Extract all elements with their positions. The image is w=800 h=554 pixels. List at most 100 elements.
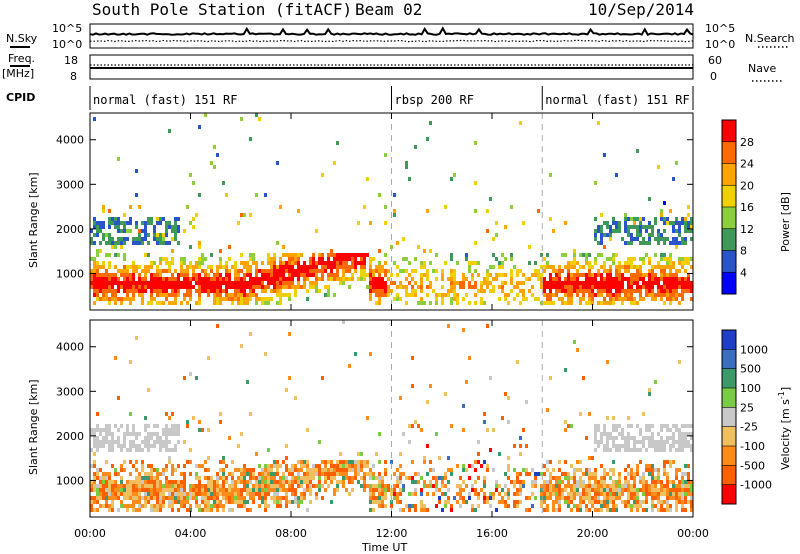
heatmap-cell xyxy=(228,472,231,476)
heatmap-cell xyxy=(393,213,396,217)
heatmap-cell xyxy=(513,468,516,472)
heatmap-cell xyxy=(156,221,159,225)
heatmap-cell xyxy=(159,472,162,476)
heatmap-cell xyxy=(357,460,360,464)
heatmap-cell xyxy=(183,500,186,504)
heatmap-cell xyxy=(93,233,96,237)
heatmap-cell xyxy=(153,484,156,488)
heatmap-cell xyxy=(690,492,693,496)
heatmap-cell xyxy=(321,273,324,277)
heatmap-cell xyxy=(186,285,189,289)
heatmap-cell xyxy=(279,484,282,488)
heatmap-cell xyxy=(264,285,267,289)
heatmap-cell xyxy=(612,261,615,265)
heatmap-cell xyxy=(597,225,600,229)
heatmap-cell xyxy=(168,432,171,436)
heatmap-cell xyxy=(249,508,252,512)
heatmap-cell xyxy=(99,241,102,245)
heatmap-cell xyxy=(153,261,156,265)
heatmap-cell xyxy=(189,245,192,249)
y-tick-label: 3000 xyxy=(56,385,84,398)
heatmap-cell xyxy=(198,285,201,289)
heatmap-cell xyxy=(174,492,177,496)
heatmap-cell xyxy=(684,277,687,281)
heatmap-cell xyxy=(408,424,411,428)
heatmap-cell xyxy=(225,492,228,496)
heatmap-cell xyxy=(687,488,690,492)
heatmap-cell xyxy=(651,281,654,285)
heatmap-cell xyxy=(570,273,573,277)
heatmap-cell xyxy=(558,289,561,293)
heatmap-cell xyxy=(117,428,120,432)
heatmap-cell xyxy=(351,261,354,265)
heatmap-cell xyxy=(363,476,366,480)
heatmap-cell xyxy=(528,289,531,293)
heatmap-cell xyxy=(210,285,213,289)
heatmap-cell xyxy=(321,468,324,472)
heatmap-cell xyxy=(516,476,519,480)
heatmap-cell xyxy=(477,440,480,444)
heatmap-cell xyxy=(243,277,246,281)
heatmap-cell xyxy=(378,432,381,436)
heatmap-cell xyxy=(624,289,627,293)
heatmap-cell xyxy=(618,225,621,229)
heatmap-cell xyxy=(207,265,210,269)
heatmap-cell xyxy=(111,297,114,301)
heatmap-cell xyxy=(561,285,564,289)
heatmap-cell xyxy=(426,492,429,496)
heatmap-cell xyxy=(210,508,213,512)
heatmap-cell xyxy=(546,265,549,269)
heatmap-cell xyxy=(216,500,219,504)
cpid-segment-label: normal (fast) 151 RF xyxy=(545,93,690,107)
heatmap-cell xyxy=(315,261,318,265)
heatmap-cell xyxy=(651,436,654,440)
heatmap-cell xyxy=(657,265,660,269)
heatmap-cell xyxy=(138,233,141,237)
heatmap-cell xyxy=(396,241,399,245)
heatmap-cell xyxy=(489,289,492,293)
heatmap-cell xyxy=(183,484,186,488)
heatmap-cell xyxy=(237,492,240,496)
heatmap-cell xyxy=(552,269,555,273)
heatmap-cell xyxy=(186,269,189,273)
heatmap-cell xyxy=(219,504,222,508)
heatmap-cell xyxy=(291,257,294,261)
colorbar-tick-label: -500 xyxy=(740,459,765,472)
heatmap-cell xyxy=(321,269,324,273)
heatmap-cell xyxy=(594,293,597,297)
heatmap-cell xyxy=(486,496,489,500)
heatmap-cell xyxy=(363,484,366,488)
heatmap-cell xyxy=(444,476,447,480)
heatmap-cell xyxy=(168,285,171,289)
heatmap-cell xyxy=(246,273,249,277)
heatmap-cell xyxy=(294,293,297,297)
heatmap-cell xyxy=(150,468,153,472)
heatmap-cell xyxy=(306,265,309,269)
heatmap-cell xyxy=(375,500,378,504)
heatmap-cell xyxy=(246,297,249,301)
heatmap-cell xyxy=(96,269,99,273)
heatmap-cell xyxy=(642,281,645,285)
heatmap-cell xyxy=(156,500,159,504)
heatmap-cell xyxy=(132,504,135,508)
heatmap-cell xyxy=(156,217,159,221)
nsky-label: N.Sky xyxy=(6,32,38,45)
heatmap-cell xyxy=(285,444,288,448)
heatmap-cell xyxy=(519,472,522,476)
heatmap-cell xyxy=(135,237,138,241)
heatmap-cell xyxy=(285,496,288,500)
heatmap-cell xyxy=(369,496,372,500)
heatmap-cell xyxy=(507,476,510,480)
heatmap-cell xyxy=(291,281,294,285)
heatmap-cell xyxy=(684,480,687,484)
heatmap-cell xyxy=(261,285,264,289)
heatmap-cell xyxy=(615,444,618,448)
heatmap-cell xyxy=(444,205,447,209)
heatmap-cell xyxy=(591,289,594,293)
heatmap-cell xyxy=(594,436,597,440)
heatmap-cell xyxy=(294,500,297,504)
heatmap-cell xyxy=(153,225,156,229)
heatmap-cell xyxy=(162,293,165,297)
heatmap-cell xyxy=(612,277,615,281)
heatmap-cell xyxy=(564,265,567,269)
